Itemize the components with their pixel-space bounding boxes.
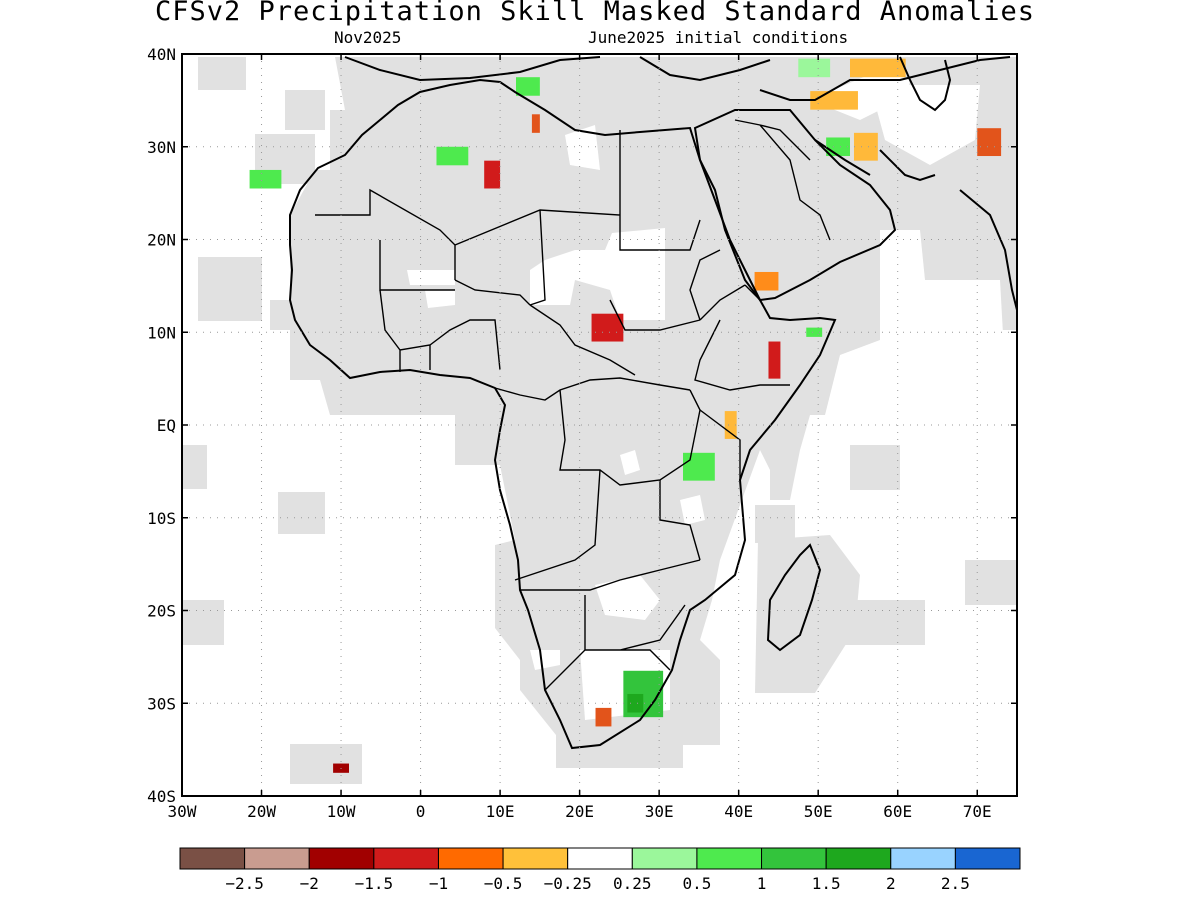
anomaly-patch [516,77,540,96]
lat-tick-label: 10S [147,509,176,528]
colorbar-swatch [696,847,763,870]
anomaly-patch [531,114,540,133]
colorbar-label: 0.25 [613,874,652,893]
colorbar-label: 1 [757,874,767,893]
lon-tick-label: 70E [963,802,992,821]
lon-tick-label: 10W [327,802,356,821]
colorbar-swatch [954,847,1021,870]
anomaly-patch [853,132,878,161]
lon-tick-label: 10E [486,802,515,821]
lat-tick-label: 30S [147,694,176,713]
skill-mask-layer [182,57,1017,784]
anomaly-patch [249,169,282,189]
lat-tick-label: 30N [147,138,176,157]
anomaly-patch [810,91,858,110]
anomaly-patch [724,411,737,439]
colorbar-swatch [890,847,956,870]
colorbar-label: 0.5 [682,874,711,893]
lon-tick-label: 60E [883,802,912,821]
anomaly-patch [595,707,612,727]
lon-tick-label: 50E [804,802,833,821]
colorbar-swatch [244,847,310,870]
colorbar-label: −2.5 [225,874,264,893]
lon-tick-label: 40E [724,802,753,821]
persian-gulf-coastline [814,139,936,182]
map-subtitle-initial-conditions: June2025 initial conditions [588,28,849,47]
colorbar-swatch [567,847,633,870]
colorbar: −2.5 −2 −1.5 −1 −0.5 −0.25 0.25 0.5 1 1.5 2 2.5 [179,847,1021,893]
anomaly-patch [683,452,715,481]
lat-tick-label: 40S [147,787,176,806]
lat-tick-label: 20N [147,231,176,250]
caspian-coastline [899,56,952,112]
lat-tick-label: 10N [147,323,176,342]
anomaly-patch [806,327,823,337]
colorbar-label: 2.5 [941,874,970,893]
map-title: CFSv2 Precipitation Skill Masked Standar… [154,0,1036,27]
lon-tick-label: 30W [168,802,197,821]
anomaly-patch [768,341,781,379]
colorbar-label: −0.25 [544,874,592,893]
lat-tick-label: 40N [147,45,176,64]
anomaly-patch [627,693,644,713]
anomaly-patch [484,160,501,189]
colorbar-swatch [437,847,504,870]
colorbar-label: 2 [886,874,896,893]
country-border-layer [315,119,831,691]
lon-tick-label: 0 [416,802,426,821]
map-subtitle-month: Nov2025 [334,28,402,47]
europe-coastline [344,56,1011,101]
anomaly-patch [826,137,850,157]
lat-tick-label: EQ [157,416,176,435]
anomaly-patch [798,58,831,78]
anomaly-patch [977,128,1002,157]
colorbar-swatch [761,847,827,870]
colorbar-swatch [308,847,375,870]
colorbar-label: −2 [300,874,319,893]
madagascar-coastline [766,543,822,652]
arabia-coastline [693,109,897,302]
india-coastline [959,189,1018,311]
graticule-layer [182,54,1017,796]
colorbar-swatch [825,847,892,870]
anomaly-patch [850,58,906,78]
lon-tick-label: 20E [565,802,594,821]
africa-coastline [288,78,837,750]
colorbar-swatch [502,847,569,870]
lat-tick-label: 20S [147,602,176,621]
colorbar-label: 1.5 [812,874,841,893]
coastline-layer [288,56,1018,750]
colorbar-swatch [373,847,439,870]
lon-tick-label: 30E [645,802,674,821]
colorbar-swatch [631,847,698,870]
colorbar-label: −1 [429,874,448,893]
anomaly-patch [436,146,469,166]
axis-tick-layer: 30W 20W 10W 0 10E 20E 30E 40E 50E 60E 70E 40N 30N 20N… [147,45,1017,821]
anomaly-patch [754,271,779,291]
colorbar-label: −1.5 [355,874,394,893]
anomaly-patch [591,313,624,342]
colorbar-label: −0.5 [484,874,523,893]
lon-tick-label: 20W [247,802,276,821]
colorbar-swatch [179,847,246,870]
